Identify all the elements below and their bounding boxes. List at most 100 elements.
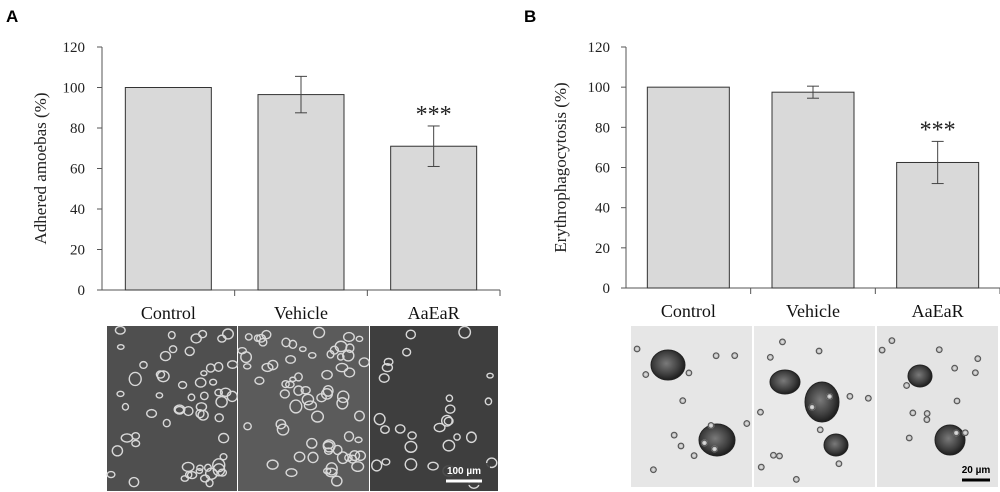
erythrocyte — [670, 431, 678, 439]
amoeba-with-erythrocytes — [934, 424, 966, 456]
amoeba-cell — [334, 340, 348, 353]
amoeba-cell — [255, 333, 267, 343]
amoeba-with-erythrocytes — [804, 381, 840, 423]
amoeba-cell — [442, 439, 456, 452]
amoeba-cell — [168, 345, 178, 354]
amoeba-cell — [116, 344, 125, 350]
amoeba-cell — [440, 414, 453, 427]
amoeba-cell — [187, 393, 196, 402]
erythrocyte — [766, 353, 774, 361]
amoeba-cell — [155, 370, 166, 379]
amoeba-cell — [326, 349, 335, 359]
erythrocyte — [711, 445, 719, 453]
amoeba-cell — [195, 467, 204, 475]
amoeba-cell — [146, 408, 158, 419]
panel-a-y-tick-label: 80 — [70, 121, 85, 137]
amoeba-cell — [217, 468, 228, 477]
amoeba-cell — [427, 461, 439, 471]
scale-label-b: 20 µm — [962, 465, 991, 476]
amoeba-cell — [242, 363, 252, 370]
amoeba-cell — [321, 369, 333, 380]
amoeba-cell — [267, 359, 279, 371]
amoeba-cell — [212, 463, 226, 477]
amoeba-cell — [128, 371, 142, 387]
amoeba-cell — [312, 326, 326, 339]
erythrocyte — [826, 392, 834, 400]
panel-a: A 0 20 40 60 80 100 120 Control Vehicle *** AaEaR A… — [6, 7, 501, 491]
amoeba-cell — [181, 461, 195, 473]
panel-b-y-tick-label: 0 — [603, 281, 611, 297]
amoeba-cell — [186, 470, 198, 480]
panel-a-y-tick-label: 0 — [78, 283, 86, 299]
panel-a-cells — [106, 325, 498, 489]
amoeba-cell — [342, 331, 355, 343]
amoeba-cell — [378, 373, 390, 383]
amoeba-cell — [162, 418, 171, 428]
amoeba-cell — [219, 387, 232, 398]
panel-b-y-tick-label: 80 — [595, 120, 610, 136]
amoeba-cell — [243, 422, 252, 431]
amoeba-cell — [221, 328, 234, 340]
amoeba-cell — [266, 459, 279, 470]
erythrocyte — [757, 463, 765, 471]
erythrocyte — [909, 409, 917, 417]
panel-b-micrographs: 20 µm — [631, 326, 998, 487]
erythrocyte — [642, 371, 650, 379]
panel-a-y-axis-label: Adhered amoebas (%) — [31, 93, 50, 245]
amoeba-cell — [322, 440, 334, 450]
amoeba-cell — [404, 440, 418, 453]
panel-b-y-axis-label: Erythrophagocytosis (%) — [551, 82, 570, 252]
amoeba-cell — [285, 468, 298, 478]
amoeba-cell — [184, 346, 195, 357]
erythrocyte — [679, 397, 687, 405]
panel-b-category-label: AaEaR — [912, 301, 964, 321]
erythrocyte — [961, 429, 969, 437]
amoeba-cell — [380, 425, 390, 434]
panel-b-chart: 0 20 40 60 80 100 120 Control Vehicle *** AaEaR Ery… — [551, 40, 1000, 321]
erythrocyte — [756, 408, 764, 416]
amoeba-cell — [301, 393, 315, 406]
amoeba-cell — [195, 408, 205, 419]
panel-a-y-tick-label: 40 — [70, 202, 85, 218]
amoeba-cell — [219, 453, 228, 461]
amoeba-cell — [177, 380, 188, 390]
amoeba-cell — [200, 370, 208, 377]
amoeba-cell — [325, 467, 338, 478]
erythrocyte — [974, 355, 982, 363]
erythrocyte — [952, 429, 960, 437]
panel-b-y-tick-label: 20 — [595, 241, 610, 257]
amoeba-cell — [458, 325, 472, 339]
amoeba-cell — [381, 362, 394, 373]
erythrocyte — [712, 352, 720, 360]
panel-b-cells — [633, 337, 982, 483]
micrograph-a-vehicle — [238, 326, 369, 491]
amoeba-cell — [294, 372, 303, 382]
amoeba-cell — [213, 361, 224, 372]
erythrocyte — [775, 452, 783, 460]
panel-b: B 0 20 40 60 80 100 120 Control Vehicle *** AaEaR E… — [524, 7, 1000, 487]
amoeba-cell — [371, 459, 383, 472]
amoeba-cell — [199, 391, 209, 401]
erythrocyte — [923, 416, 931, 424]
panel-a-category-label: AaEaR — [408, 303, 460, 323]
amoeba-cell — [121, 402, 130, 411]
amoeba-cell — [336, 390, 350, 404]
erythrocyte — [878, 346, 886, 354]
amoeba-cell — [443, 416, 454, 426]
amoeba-cell — [254, 376, 265, 385]
amoeba-cell — [311, 410, 325, 423]
panel-a-y-tick-label: 100 — [63, 81, 86, 97]
amoeba-cell — [335, 362, 349, 373]
erythrocyte — [685, 369, 693, 377]
panel-a-letter: A — [6, 7, 18, 26]
amoeba-cell — [336, 451, 349, 465]
amoeba-cell — [212, 458, 226, 473]
amoeba-cell — [383, 357, 394, 366]
panel-a-micrographs: 100 µm — [106, 325, 498, 491]
amoeba-with-erythrocytes — [769, 369, 801, 395]
panel-a-category-label: Vehicle — [274, 303, 328, 323]
amoeba-cell — [433, 422, 446, 433]
amoeba-cell — [244, 333, 253, 341]
amoeba-cell — [106, 470, 116, 479]
